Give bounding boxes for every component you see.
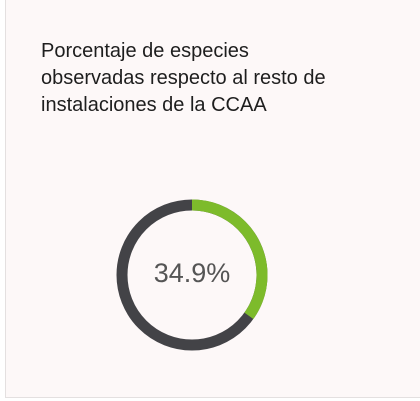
chart-title: Porcentaje de especies observadas respec… [41, 40, 326, 116]
donut-segment [191, 199, 268, 319]
card: Porcentaje de especies observadas respec… [5, 0, 420, 398]
value-label: 34.9% [154, 258, 231, 288]
